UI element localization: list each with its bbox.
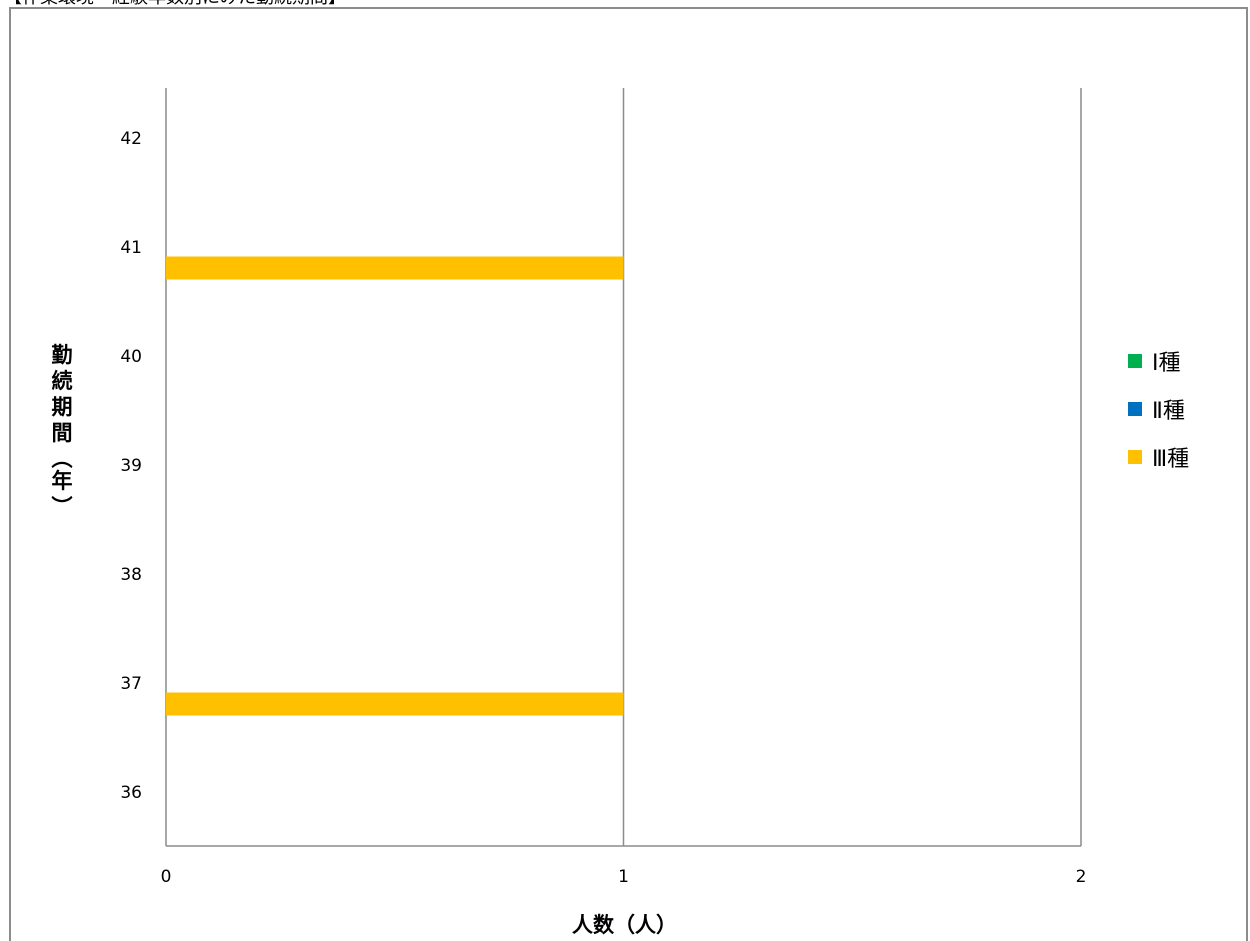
x-tick-label: 0: [161, 867, 172, 887]
y-tick-label: 37: [120, 674, 142, 694]
chart-frame: [9, 7, 1248, 941]
legend-swatch: [1128, 450, 1142, 464]
header-text: 【作業環境・経験年数別にみた勤続期間】: [4, 0, 346, 8]
y-axis-title-char: 勤: [52, 343, 73, 367]
y-tick-label: 41: [120, 238, 142, 258]
y-tick-label: 40: [120, 347, 142, 367]
y-axis-title-char: 続: [52, 369, 73, 393]
x-tick-label: 2: [1076, 867, 1087, 887]
legend-label: Ⅰ種: [1152, 351, 1181, 376]
y-axis-title-char: 間: [52, 421, 73, 445]
grid-lines: [165, 88, 1082, 847]
y-axis-title-char: 年: [52, 469, 73, 493]
x-axis-title: 人数（人）: [572, 913, 677, 937]
y-axis-title-char: 期: [52, 395, 73, 419]
y-tick-labels: 36 37 38 39 40 41 42: [120, 129, 142, 803]
legend-label: Ⅲ種: [1152, 447, 1189, 472]
y-axis-title-char: ）: [49, 496, 73, 517]
legend-swatch: [1128, 402, 1142, 416]
legend-swatch: [1128, 354, 1142, 368]
bar: [166, 256, 624, 280]
y-tick-label: 38: [120, 565, 142, 585]
y-tick-label: 42: [120, 129, 142, 149]
y-tick-label: 36: [120, 783, 142, 803]
x-tick-labels: 0 1 2: [161, 867, 1087, 887]
y-axis-title-char: （: [49, 448, 73, 469]
legend-label: Ⅱ種: [1152, 399, 1185, 424]
x-tick-label: 1: [618, 867, 629, 887]
bar: [166, 692, 624, 716]
y-tick-label: 39: [120, 456, 142, 476]
legend: Ⅰ種 Ⅱ種 Ⅲ種: [1128, 351, 1189, 472]
bars: [166, 256, 624, 716]
